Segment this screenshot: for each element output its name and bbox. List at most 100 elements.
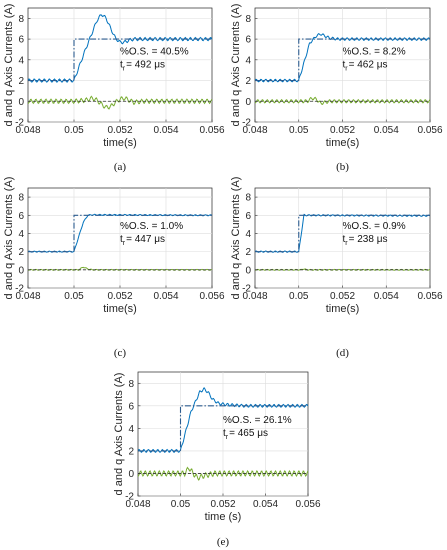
x-tick-label: 0.048: [15, 125, 40, 136]
series-line-iq-ref: [28, 214, 212, 253]
y-tick-label: 4: [128, 424, 134, 435]
overshoot-annotation: %O.S. = 1.0%: [120, 221, 183, 232]
x-tick-label: 0.054: [374, 125, 399, 136]
x-tick-label: 0.056: [199, 291, 224, 302]
series-line-iq-ref: [28, 38, 212, 82]
x-tick-label: 0.05: [171, 499, 191, 510]
series-group: [28, 14, 212, 110]
rise-time-subscript: r: [123, 240, 126, 247]
x-axis-label: time(s): [326, 137, 360, 149]
panel-caption: (e): [217, 536, 230, 548]
rise-time-value: = 238 μs: [349, 234, 388, 245]
overshoot-annotation: %O.S. = 8.2%: [343, 47, 406, 58]
y-tick-label: -2: [242, 284, 251, 295]
y-tick-label: -2: [15, 284, 24, 295]
x-tick-label: 0.048: [242, 291, 267, 302]
panel-a: 0.048 0.05 0.052 0.054 0.056 -2 0 2 4 6 8 %O.S. = 4…: [3, 4, 225, 173]
y-tick-label: 8: [245, 193, 251, 204]
y-tick-label: 2: [245, 247, 251, 258]
series-line-iq: [28, 14, 212, 83]
x-tick-label: 0.048: [242, 125, 267, 136]
rise-time-symbol: t: [120, 60, 123, 71]
rise-time-subscript: r: [123, 66, 126, 73]
rise-time-annotation: tr= 462 μs: [343, 60, 388, 73]
series-line-id: [28, 95, 212, 110]
panel-caption: (d): [336, 347, 349, 359]
rise-time-annotation: tr= 492 μs: [120, 60, 165, 73]
panel-b: 0.048 0.05 0.052 0.054 0.056 -2 0 2 4 6 8 %O.S. = 8…: [230, 4, 443, 173]
series-line-iq-ref: [255, 38, 430, 82]
y-tick-label: 6: [128, 401, 134, 412]
y-tick-label: 0: [245, 265, 251, 276]
x-tick-label: 0.054: [374, 291, 399, 302]
rise-time-subscript: r: [345, 240, 348, 247]
x-tick-label: 0.056: [295, 499, 320, 510]
y-tick-label: -2: [242, 118, 251, 129]
x-tick-label: 0.052: [210, 499, 235, 510]
x-tick-label: 0.052: [330, 125, 355, 136]
x-axis-label: time(s): [103, 303, 137, 315]
y-tick-label: -2: [15, 118, 24, 129]
rise-time-value: = 492 μs: [126, 60, 165, 71]
rise-time-symbol: t: [343, 234, 346, 245]
rise-time-value: = 447 μs: [126, 234, 165, 245]
y-axis-label: d and q Axis Currents (A): [3, 177, 15, 300]
y-tick-label: 8: [18, 14, 24, 25]
y-tick-label: 0: [18, 265, 24, 276]
rise-time-value: = 462 μs: [349, 60, 388, 71]
x-tick-label: 0.05: [289, 291, 309, 302]
x-tick-label: 0.048: [125, 499, 150, 510]
rise-time-annotation: tr= 238 μs: [343, 234, 388, 247]
y-tick-label: 8: [128, 379, 134, 390]
panel-e: 0.048 0.05 0.052 0.054 0.056 -2 0 2 4 6 8 %O.S. = 2…: [113, 371, 321, 548]
x-tick-label: 0.056: [199, 125, 224, 136]
x-tick-label: 0.052: [107, 125, 132, 136]
y-tick-label: 6: [245, 211, 251, 222]
y-tick-label: 4: [245, 55, 251, 66]
y-tick-label: 6: [18, 211, 24, 222]
x-tick-label: 0.05: [64, 125, 84, 136]
panel-caption: (c): [114, 347, 127, 359]
rise-time-subscript: r: [226, 434, 229, 441]
y-axis-label: d and q Axis Currents (A): [113, 373, 125, 496]
series-group: [138, 387, 308, 481]
panel-caption: (a): [114, 161, 127, 173]
y-tick-label: 4: [245, 229, 251, 240]
rise-time-annotation: tr= 447 μs: [120, 234, 165, 247]
x-tick-label: 0.056: [417, 125, 442, 136]
y-tick-label: 8: [245, 14, 251, 25]
series-group: [255, 213, 430, 271]
overshoot-annotation: %O.S. = 40.5%: [120, 47, 189, 58]
y-tick-label: 6: [245, 35, 251, 46]
x-axis-label: time (s): [205, 511, 242, 523]
y-tick-label: 2: [18, 76, 24, 87]
x-tick-label: 0.056: [417, 291, 442, 302]
x-tick-label: 0.05: [64, 291, 84, 302]
x-tick-label: 0.052: [330, 291, 355, 302]
y-tick-label: 2: [128, 446, 134, 457]
x-tick-label: 0.048: [15, 291, 40, 302]
y-tick-label: 4: [18, 229, 24, 240]
rise-time-subscript: r: [345, 66, 348, 73]
x-axis-label: time(s): [326, 303, 360, 315]
overshoot-annotation: %O.S. = 0.9%: [343, 221, 406, 232]
y-tick-label: -2: [125, 492, 134, 503]
x-tick-label: 0.054: [153, 291, 178, 302]
panel-d: 0.048 0.05 0.052 0.054 0.056 -2 0 2 4 6 8 %O.S. = 0…: [230, 177, 443, 359]
series-line-iq-ref: [255, 214, 430, 253]
x-tick-label: 0.052: [107, 291, 132, 302]
y-tick-label: 4: [18, 55, 24, 66]
x-tick-label: 0.05: [289, 125, 309, 136]
y-axis-label: d and q Axis Currents (A): [230, 4, 242, 127]
series-line-id: [138, 466, 308, 481]
y-tick-label: 0: [245, 97, 251, 108]
panel-caption: (b): [336, 161, 349, 173]
panel-c: 0.048 0.05 0.052 0.054 0.056 -2 0 2 4 6 8 %O.S. = 1…: [3, 177, 225, 359]
x-tick-label: 0.054: [253, 499, 278, 510]
y-tick-label: 6: [18, 35, 24, 46]
rise-time-symbol: t: [343, 60, 346, 71]
rise-time-symbol: t: [120, 234, 123, 245]
y-tick-label: 8: [18, 193, 24, 204]
y-axis-label: d and q Axis Currents (A): [3, 4, 15, 127]
